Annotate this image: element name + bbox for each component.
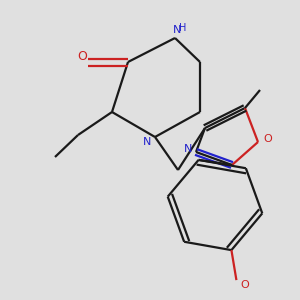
Text: N: N bbox=[143, 137, 151, 147]
Text: N: N bbox=[173, 25, 181, 35]
Text: H: H bbox=[179, 23, 187, 33]
Text: O: O bbox=[240, 280, 249, 290]
Text: O: O bbox=[77, 50, 87, 64]
Text: O: O bbox=[264, 134, 272, 144]
Text: N: N bbox=[184, 144, 192, 154]
